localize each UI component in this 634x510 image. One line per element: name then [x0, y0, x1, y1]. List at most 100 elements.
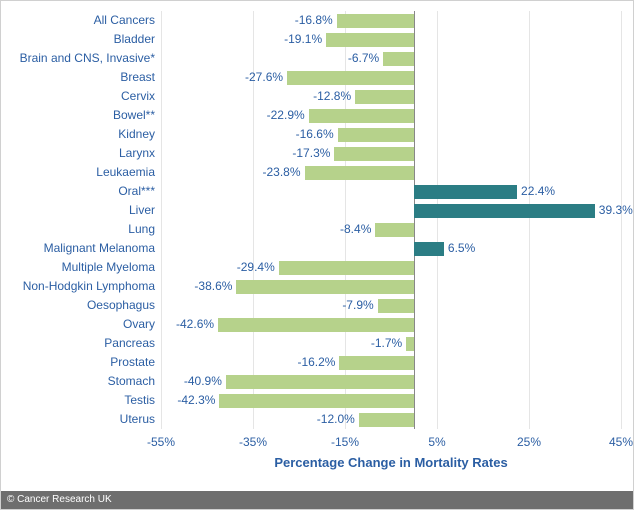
value-label: -6.7%	[348, 49, 379, 68]
category-label: Brain and CNS, Invasive*	[1, 49, 155, 68]
value-label: -40.9%	[184, 372, 222, 391]
bar	[309, 109, 414, 123]
value-label: -38.6%	[194, 277, 232, 296]
bar	[287, 71, 414, 85]
category-label: Larynx	[1, 144, 155, 163]
value-label: -17.3%	[292, 144, 330, 163]
bar-row: -27.6%	[161, 68, 621, 87]
category-label: Multiple Myeloma	[1, 258, 155, 277]
bar-row: -16.8%	[161, 11, 621, 30]
category-label: Kidney	[1, 125, 155, 144]
bar	[414, 204, 595, 218]
value-label: -8.4%	[340, 220, 371, 239]
bar	[326, 33, 414, 47]
category-label: Non-Hodgkin Lymphoma	[1, 277, 155, 296]
bar-row: -12.0%	[161, 410, 621, 429]
value-label: -7.9%	[342, 296, 373, 315]
chart-frame: All CancersBladderBrain and CNS, Invasiv…	[0, 0, 634, 510]
bar-row: -23.8%	[161, 163, 621, 182]
chart-area: -16.8%-19.1% -6.7% -27.6% -12.8% -22.9%-16.6…	[161, 11, 621, 461]
credit-bar: © Cancer Research UK	[1, 491, 633, 509]
bar	[226, 375, 414, 389]
bar-row: 6.5%	[161, 239, 621, 258]
value-label: -16.2%	[297, 353, 335, 372]
value-label: 6.5%	[448, 239, 475, 258]
bar	[338, 128, 414, 142]
bar-row: -17.3%	[161, 144, 621, 163]
bar	[414, 242, 444, 256]
plot-region: -16.8%-19.1% -6.7% -27.6% -12.8% -22.9%-16.6…	[161, 11, 621, 429]
bar-row: -29.4%	[161, 258, 621, 277]
bar-row: -16.2%	[161, 353, 621, 372]
bar	[383, 52, 414, 66]
bar	[334, 147, 414, 161]
category-label: Testis	[1, 391, 155, 410]
category-label: Bladder	[1, 30, 155, 49]
bar-row: -1.7%	[161, 334, 621, 353]
bar-row: -8.4%	[161, 220, 621, 239]
bar-row: -42.6%	[161, 315, 621, 334]
x-tick-label: 25%	[517, 435, 541, 449]
bar-row: -22.9%	[161, 106, 621, 125]
bar-row: -6.7%	[161, 49, 621, 68]
bar	[279, 261, 414, 275]
value-label: -42.3%	[177, 391, 215, 410]
bar-row: -16.6%	[161, 125, 621, 144]
category-label: Uterus	[1, 410, 155, 429]
category-label: Pancreas	[1, 334, 155, 353]
value-label: -22.9%	[267, 106, 305, 125]
bar-row: 22.4%	[161, 182, 621, 201]
category-label: Cervix	[1, 87, 155, 106]
category-label: Breast	[1, 68, 155, 87]
value-label: -27.6%	[245, 68, 283, 87]
category-label: Liver	[1, 201, 155, 220]
value-label: 22.4%	[521, 182, 555, 201]
category-label: Ovary	[1, 315, 155, 334]
value-label: -29.4%	[237, 258, 275, 277]
bar	[414, 185, 517, 199]
bar-row: -40.9%	[161, 372, 621, 391]
category-label: Stomach	[1, 372, 155, 391]
bar-row: -42.3%	[161, 391, 621, 410]
category-label: Prostate	[1, 353, 155, 372]
category-label: Malignant Melanoma	[1, 239, 155, 258]
value-label: -19.1%	[284, 30, 322, 49]
value-label: -1.7%	[371, 334, 402, 353]
value-label: 39.3%	[599, 201, 633, 220]
value-label: -16.8%	[295, 11, 333, 30]
value-label: -23.8%	[263, 163, 301, 182]
value-label: -16.6%	[296, 125, 334, 144]
bar-row: -38.6%	[161, 277, 621, 296]
bar	[378, 299, 414, 313]
value-label: -12.0%	[317, 410, 355, 429]
bar	[236, 280, 414, 294]
x-tick-label: 45%	[609, 435, 633, 449]
bar-row: -19.1%	[161, 30, 621, 49]
bar	[355, 90, 414, 104]
value-label: -12.8%	[313, 87, 351, 106]
bar	[219, 394, 414, 408]
bar	[406, 337, 414, 351]
bar-row: -12.8%	[161, 87, 621, 106]
category-label: Bowel**	[1, 106, 155, 125]
category-label: Oesophagus	[1, 296, 155, 315]
x-tick-label: -55%	[147, 435, 175, 449]
bar-row: -7.9%	[161, 296, 621, 315]
bar	[339, 356, 414, 370]
category-label: Lung	[1, 220, 155, 239]
x-axis-title: Percentage Change in Mortality Rates	[161, 455, 621, 470]
value-label: -42.6%	[176, 315, 214, 334]
bar	[337, 14, 414, 28]
bar	[218, 318, 414, 332]
bar	[359, 413, 414, 427]
category-label: Oral***	[1, 182, 155, 201]
category-label: Leukaemia	[1, 163, 155, 182]
bar	[375, 223, 414, 237]
x-tick-label: -35%	[239, 435, 267, 449]
x-tick-label: 5%	[428, 435, 445, 449]
bar	[305, 166, 414, 180]
category-label: All Cancers	[1, 11, 155, 30]
x-tick-label: -15%	[331, 435, 359, 449]
gridline	[621, 11, 622, 429]
bar-row: 39.3%	[161, 201, 621, 220]
